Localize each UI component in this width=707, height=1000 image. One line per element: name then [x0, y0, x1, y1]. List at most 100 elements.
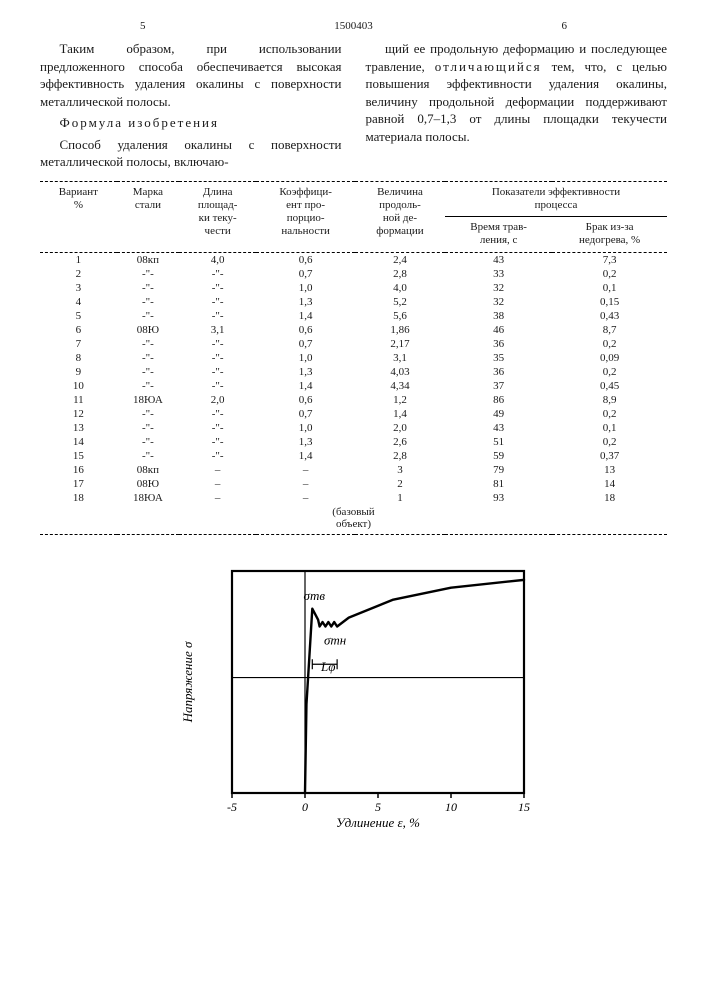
table-row: 5-"--"-1,45,6380,43	[40, 309, 667, 323]
table-cell: 4,03	[355, 365, 445, 379]
svg-text:σтн: σтн	[323, 632, 345, 647]
table-footnote: (базовыйобъект)	[40, 505, 667, 535]
table-cell: 0,2	[552, 407, 667, 421]
table-cell: 1,86	[355, 323, 445, 337]
table-cell: 4,0	[355, 281, 445, 295]
paragraph-intro: Таким образом, при использовании предлож…	[40, 40, 342, 110]
table-cell: 32	[445, 281, 552, 295]
table-cell: 2,0	[179, 393, 256, 407]
table-row: 1608кп––37913	[40, 463, 667, 477]
table-row: 12-"--"-0,71,4490,2	[40, 407, 667, 421]
table-cell: 0,2	[552, 337, 667, 351]
table-cell: 17	[40, 477, 117, 491]
table-head: Вариант% Маркастали Длинаплощад-ки теку-…	[40, 181, 667, 252]
table-cell: 0,6	[256, 393, 355, 407]
table-cell: 46	[445, 323, 552, 337]
table-cell: 43	[445, 421, 552, 435]
table-cell: 36	[445, 337, 552, 351]
table-row: 15-"--"-1,42,8590,37	[40, 449, 667, 463]
table-cell: –	[256, 463, 355, 477]
table-cell: 43	[445, 252, 552, 267]
table-cell: 1,4	[256, 309, 355, 323]
table-cell: 1,3	[256, 295, 355, 309]
table-footnote-row: (базовыйобъект)	[40, 505, 667, 535]
table-cell: 5	[40, 309, 117, 323]
table-cell: 32	[445, 295, 552, 309]
table-cell: 2,8	[355, 267, 445, 281]
table-cell: 1,4	[256, 449, 355, 463]
table-row: 108кп4,00,62,4437,3	[40, 252, 667, 267]
table-cell: -"-	[179, 421, 256, 435]
table-cell: 12	[40, 407, 117, 421]
page-number-right: 6	[562, 20, 568, 32]
table-cell: 8	[40, 351, 117, 365]
table-cell: 35	[445, 351, 552, 365]
table-cell: 5,6	[355, 309, 445, 323]
table-row: 14-"--"-1,32,6510,2	[40, 435, 667, 449]
table-cell: 6	[40, 323, 117, 337]
table-cell: 36	[445, 365, 552, 379]
table-cell: 0,43	[552, 309, 667, 323]
table-cell: 2	[355, 477, 445, 491]
table-cell: -"-	[117, 295, 179, 309]
table-cell: 59	[445, 449, 552, 463]
table-cell: 7,3	[552, 252, 667, 267]
table-cell: -"-	[179, 281, 256, 295]
svg-text:5: 5	[375, 800, 381, 814]
table-cell: -"-	[179, 435, 256, 449]
table-cell: 5,2	[355, 295, 445, 309]
table-cell: -"-	[117, 379, 179, 393]
table-cell: 37	[445, 379, 552, 393]
results-table: Вариант% Маркастали Длинаплощад-ки теку-…	[40, 181, 667, 535]
table-cell: 8,9	[552, 393, 667, 407]
table-cell: 0,2	[552, 435, 667, 449]
paragraph-claim-a: Способ удаления окалины с поверхности ме…	[40, 136, 342, 171]
table-cell: 4	[40, 295, 117, 309]
table-cell: -"-	[117, 267, 179, 281]
table-cell: 1,2	[355, 393, 445, 407]
table-cell: –	[256, 477, 355, 491]
table-cell: 9	[40, 365, 117, 379]
svg-text:-5: -5	[227, 800, 237, 814]
table-cell: 2,8	[355, 449, 445, 463]
table-cell: 10	[40, 379, 117, 393]
table-row: 1818ЮА––19318	[40, 491, 667, 505]
table-cell: –	[179, 463, 256, 477]
table-row: 2-"--"-0,72,8330,2	[40, 267, 667, 281]
table-row: 10-"--"-1,44,34370,45	[40, 379, 667, 393]
table-cell: -"-	[179, 379, 256, 393]
table-cell: –	[256, 491, 355, 505]
table-cell: -"-	[117, 435, 179, 449]
page-header: 5 1500403 6	[40, 20, 667, 34]
table-cell: 0,09	[552, 351, 667, 365]
table-cell: -"-	[117, 365, 179, 379]
table-cell: 18ЮА	[117, 393, 179, 407]
table-cell: -"-	[117, 421, 179, 435]
table-cell: -"-	[117, 407, 179, 421]
table-cell: 79	[445, 463, 552, 477]
document-number: 1500403	[334, 20, 373, 32]
table-row: 13-"--"-1,02,0430,1	[40, 421, 667, 435]
table-cell: 3	[40, 281, 117, 295]
table-cell: 08кп	[117, 463, 179, 477]
table-cell: 0,45	[552, 379, 667, 393]
table-cell: -"-	[117, 337, 179, 351]
table-cell: 1,4	[256, 379, 355, 393]
chart-svg: -5051015σтвσтнLφНапряжение σУдлинение ε,…	[174, 563, 534, 833]
table-cell: 0,37	[552, 449, 667, 463]
table-cell: 86	[445, 393, 552, 407]
table-cell: 08Ю	[117, 323, 179, 337]
table-cell: -"-	[117, 449, 179, 463]
table-cell: 0,2	[552, 365, 667, 379]
table-cell: 0,7	[256, 407, 355, 421]
table-cell: 4,34	[355, 379, 445, 393]
svg-text:10: 10	[445, 800, 457, 814]
svg-text:0: 0	[302, 800, 308, 814]
table-cell: -"-	[117, 281, 179, 295]
table-row: 3-"--"-1,04,0320,1	[40, 281, 667, 295]
table-cell: 2,0	[355, 421, 445, 435]
table-row: 1118ЮА2,00,61,2868,9	[40, 393, 667, 407]
table-cell: 11	[40, 393, 117, 407]
table-cell: 18	[552, 491, 667, 505]
table-cell: 1,4	[355, 407, 445, 421]
